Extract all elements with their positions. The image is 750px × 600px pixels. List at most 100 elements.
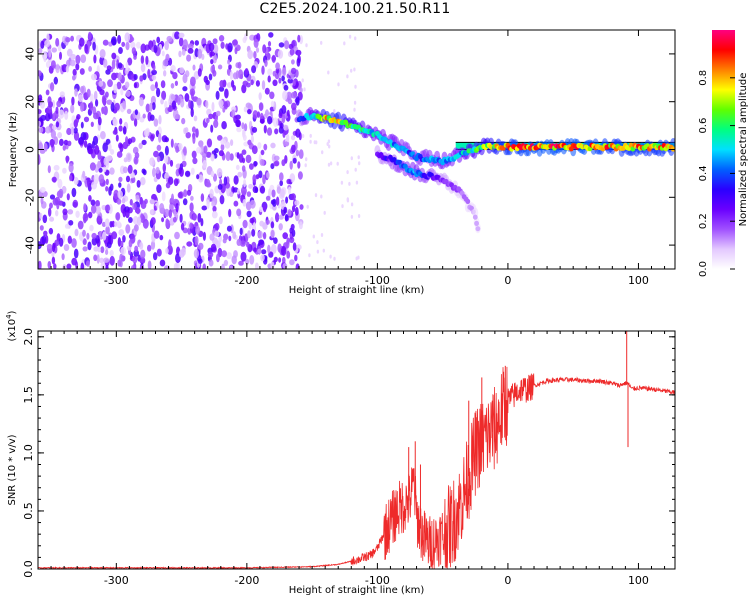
noise-cell (73, 177, 79, 185)
noise-speck (350, 214, 354, 219)
noise-cell (159, 234, 164, 241)
noise-cell (112, 129, 118, 135)
noise-cell (257, 248, 262, 254)
noise-cell (210, 170, 215, 178)
noise-cell (133, 74, 138, 81)
noise-cell (140, 63, 146, 73)
noise-cell (281, 75, 285, 82)
noise-cell (106, 99, 113, 105)
noise-cell (268, 188, 272, 198)
noise-cell (82, 213, 89, 222)
noise-cell (279, 180, 284, 187)
noise-cell (276, 186, 282, 194)
noise-cell (263, 143, 268, 151)
noise-cell (38, 70, 42, 77)
noise-speck (316, 249, 320, 254)
noise-cell (91, 204, 97, 214)
noise-cell (82, 238, 87, 246)
noise-cell (127, 57, 133, 66)
noise-cell (38, 109, 42, 115)
noise-cell (237, 69, 244, 79)
noise-cell (82, 246, 88, 252)
noise-cell (102, 231, 107, 241)
noise-cell (144, 198, 148, 205)
noise-cell (241, 165, 246, 172)
noise-cell (110, 102, 115, 112)
noise-cell (237, 61, 242, 69)
noise-cell (52, 112, 56, 121)
noise-cell (214, 222, 220, 231)
noise-cell (228, 64, 232, 70)
noise-cell (111, 52, 117, 60)
noise-cell (178, 143, 183, 151)
noise-cell (119, 118, 123, 125)
noise-cell (38, 47, 43, 54)
noise-cell (53, 263, 57, 269)
noise-cell (190, 195, 194, 201)
branch-cell (474, 220, 479, 226)
noise-cell (82, 229, 86, 237)
noise-cell (287, 186, 292, 195)
noise-cell (240, 251, 247, 262)
y-tick-label: 20 (24, 95, 37, 109)
noise-speck (336, 161, 339, 166)
noise-cell (164, 137, 169, 143)
branch-cell (475, 226, 481, 232)
noise-cell (252, 174, 257, 184)
noise-speck (337, 82, 340, 87)
noise-cell (97, 160, 102, 169)
noise-cell (46, 243, 53, 249)
noise-cell (286, 109, 290, 117)
noise-speck (314, 193, 318, 198)
noise-cell (251, 126, 258, 133)
noise-cell (93, 90, 98, 101)
noise-cell (147, 260, 152, 269)
noise-cell (218, 216, 223, 225)
noise-speck (343, 41, 346, 46)
noise-cell (145, 103, 150, 113)
noise-cell (235, 119, 241, 128)
noise-speck (312, 234, 315, 239)
noise-cell (75, 63, 80, 71)
noise-cell (70, 126, 75, 136)
noise-cell (164, 40, 169, 51)
noise-cell (264, 87, 270, 95)
noise-cell (59, 51, 62, 60)
noise-cell (218, 99, 224, 107)
noise-cell (292, 242, 297, 251)
noise-cell (115, 134, 119, 142)
noise-speck (353, 107, 356, 112)
noise-cell (270, 229, 275, 238)
noise-cell (117, 34, 122, 44)
noise-speck (350, 68, 353, 73)
noise-cell (133, 82, 137, 89)
noise-cell (217, 184, 223, 190)
noise-cell (53, 76, 58, 85)
noise-cell (111, 59, 116, 70)
y-tick-label: -40 (24, 236, 37, 254)
noise-cell (51, 47, 57, 53)
noise-cell (63, 139, 69, 146)
noise-cell (235, 70, 239, 80)
noise-speck (357, 214, 361, 218)
noise-cell (192, 64, 196, 71)
noise-cell (281, 105, 287, 114)
noise-cell (247, 49, 254, 60)
noise-cell (261, 249, 267, 255)
noise-cell (281, 113, 286, 124)
noise-cell (118, 125, 123, 132)
noise-cell (65, 37, 71, 43)
noise-cell (263, 205, 267, 213)
noise-speck (355, 180, 359, 185)
noise-cell (41, 235, 47, 245)
noise-cell (92, 106, 97, 115)
noise-cell (236, 208, 242, 217)
noise-cell (238, 260, 244, 266)
noise-cell (224, 141, 231, 149)
noise-cell (209, 188, 214, 199)
noise-cell (193, 115, 198, 122)
noise-cell (246, 191, 252, 197)
noise-cell (47, 261, 52, 269)
noise-speck (329, 161, 333, 166)
noise-cell (69, 174, 73, 182)
